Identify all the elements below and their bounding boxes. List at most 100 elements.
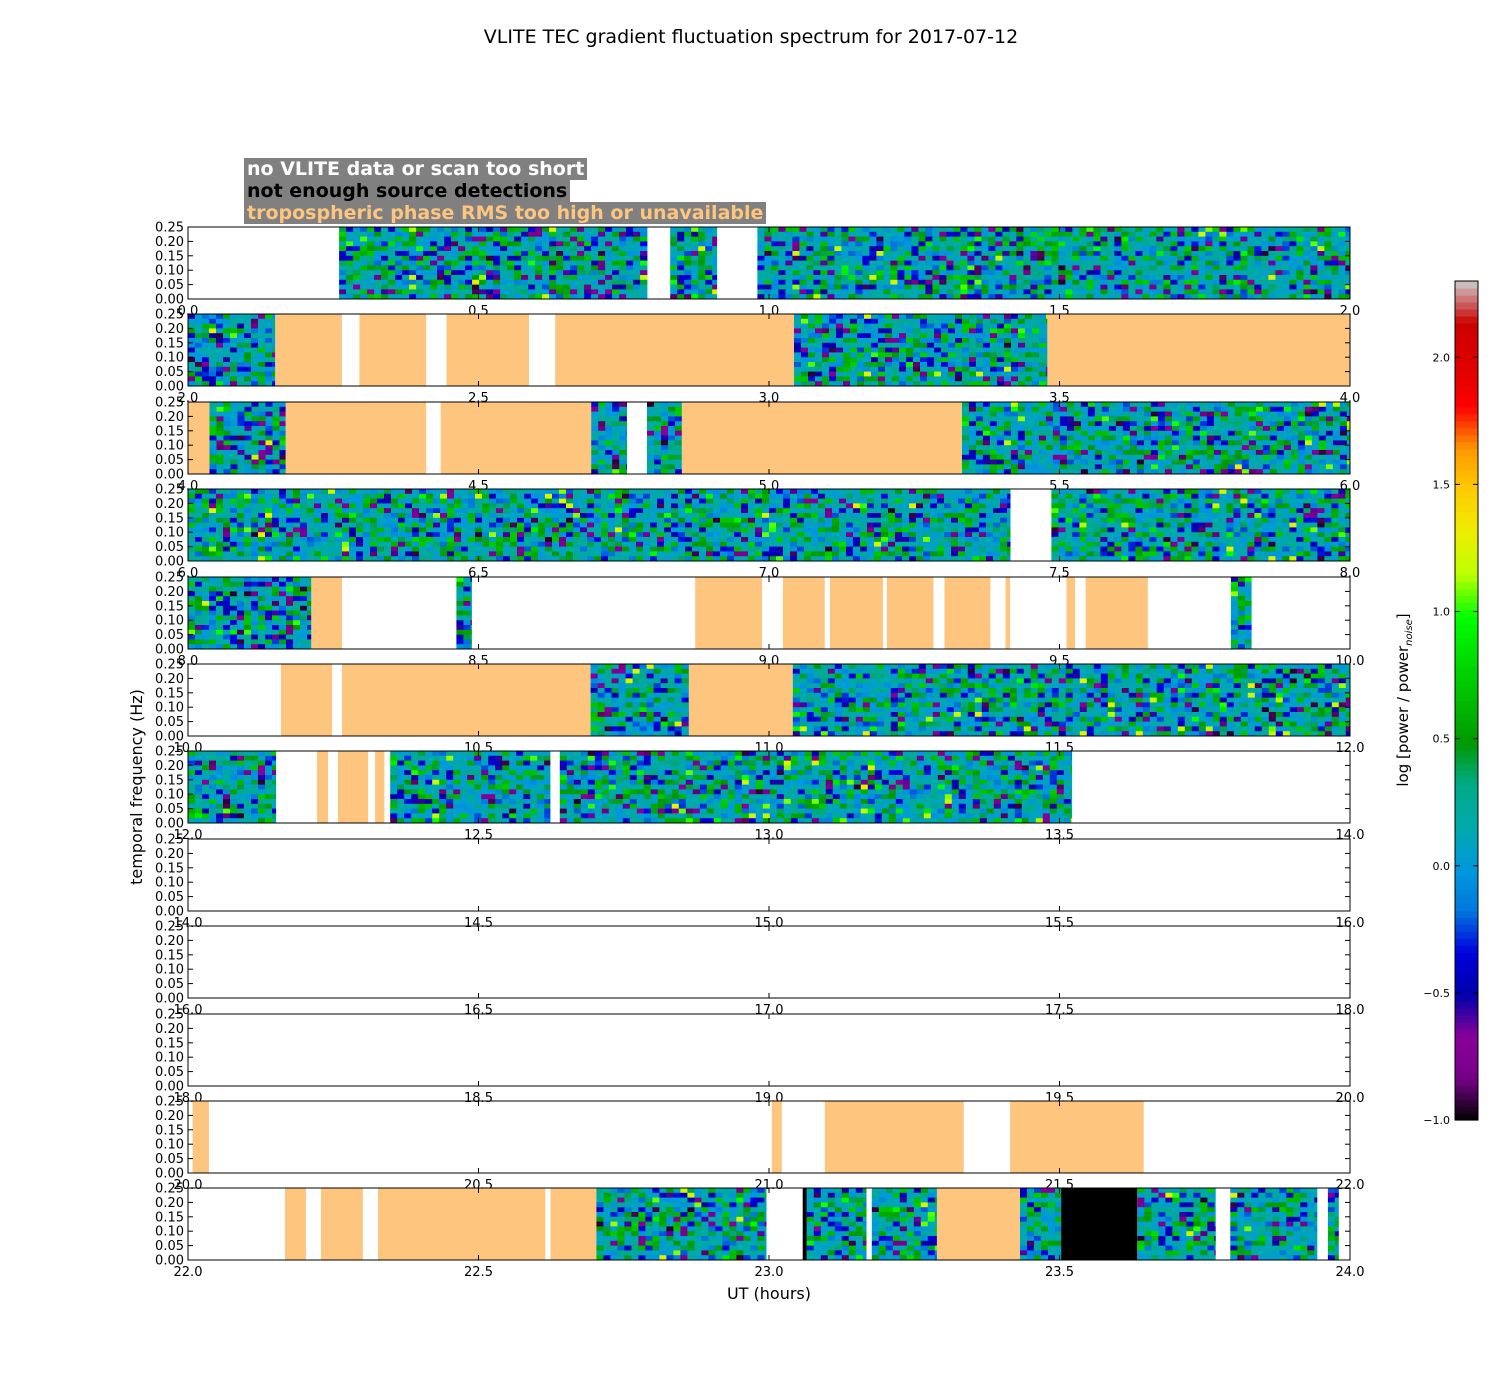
y-tick-label: 0.20 — [155, 410, 184, 425]
y-tick-label: 0.15 — [155, 249, 184, 264]
y-tick-label: 0.20 — [155, 759, 184, 774]
spectrum-segment — [1051, 489, 1350, 561]
colorbar-swatch — [1455, 1113, 1478, 1121]
colorbar-swatch — [1455, 364, 1478, 373]
colorbar-swatch — [1455, 735, 1478, 744]
colorbar-swatch — [1455, 609, 1478, 618]
colorbar-swatch — [1455, 553, 1478, 562]
x-tick-label: 23.0 — [755, 1265, 784, 1280]
colorbar-swatch — [1455, 938, 1478, 946]
spectrum-segment — [1230, 577, 1252, 649]
colorbar-swatch — [1455, 693, 1478, 702]
y-tick-label: 0.00 — [155, 905, 184, 920]
colorbar-swatch — [1455, 665, 1478, 674]
y-tick-label: 0.10 — [155, 788, 184, 803]
y-tick-label: 0.25 — [155, 221, 184, 236]
spectrum-segment — [670, 227, 718, 299]
colorbar-swatch — [1455, 420, 1478, 429]
trop-rms-flag-block — [375, 751, 385, 823]
colorbar-swatch — [1455, 1057, 1478, 1065]
colorbar-swatch — [1455, 294, 1478, 303]
colorbar-swatch — [1455, 581, 1478, 590]
colorbar-swatch — [1455, 441, 1478, 450]
colorbar-swatch — [1455, 322, 1478, 331]
colorbar-tick-label: 1.5 — [1433, 478, 1451, 491]
panel-5: 0.000.050.100.150.200.258.0 8.5 9.0 9.5 10.0 — [155, 571, 1364, 670]
colorbar-swatch — [1455, 651, 1478, 660]
spectrum-segment — [1230, 1188, 1318, 1260]
colorbar-swatch — [1455, 644, 1478, 653]
y-tick-label: 0.15 — [155, 1123, 184, 1138]
x-tick-label: 14.0 — [174, 916, 203, 931]
y-tick-label: 0.25 — [155, 1182, 184, 1197]
spectrum-segment — [188, 489, 1011, 561]
trop-rms-flag-block — [359, 314, 427, 386]
spectrum-segment — [339, 227, 648, 299]
colorbar-swatch — [1455, 504, 1478, 513]
legend-no-detections: not enough source detections — [244, 180, 571, 202]
trop-rms-flag-block — [281, 664, 333, 736]
spectrum-segment — [590, 664, 690, 736]
spectrum-segment — [794, 314, 1048, 386]
y-tick-label: 0.10 — [155, 439, 184, 454]
y-tick-label: 0.10 — [155, 963, 184, 978]
colorbar-swatch — [1455, 357, 1478, 366]
colorbar-swatch — [1455, 777, 1478, 785]
colorbar-swatch — [1455, 595, 1478, 604]
trop-rms-flag-block — [285, 1188, 306, 1260]
trop-rms-flag-block — [824, 1101, 964, 1173]
y-tick-label: 0.25 — [155, 920, 184, 935]
trop-rms-flag-block — [944, 577, 991, 649]
x-tick-label: 14.5 — [464, 916, 493, 931]
colorbar-swatch — [1455, 1050, 1478, 1058]
trop-rms-flag-block — [337, 751, 369, 823]
colorbar-swatch — [1455, 287, 1478, 296]
x-tick-label: 12.0 — [1336, 741, 1365, 756]
colorbar-swatch — [1455, 826, 1478, 834]
colorbar-swatch — [1455, 889, 1478, 897]
colorbar-swatch — [1455, 399, 1478, 408]
y-tick-label: 0.25 — [155, 396, 184, 411]
panel-frame — [187, 925, 1351, 999]
colorbar-tick-label: 2.0 — [1433, 351, 1451, 364]
y-tick-label: 0.20 — [155, 847, 184, 862]
y-tick-label: 0.15 — [155, 1210, 184, 1225]
y-tick-label: 0.05 — [155, 715, 184, 730]
spectrum-segment — [1137, 1188, 1216, 1260]
colorbar-swatch — [1455, 462, 1478, 471]
colorbar-swatch — [1455, 686, 1478, 695]
trop-rms-flag-block — [311, 577, 342, 649]
y-tick-label: 0.25 — [155, 833, 184, 848]
trop-rms-flag-block — [285, 402, 427, 474]
y-tick-label: 0.10 — [155, 614, 184, 629]
spectrum-segment — [806, 1188, 867, 1260]
y-tick-label: 0.25 — [155, 483, 184, 498]
y-tick-label: 0.20 — [155, 1196, 184, 1211]
x-tick-label: 18.5 — [464, 1091, 493, 1106]
x-tick-label: 20.0 — [174, 1178, 203, 1193]
colorbar-swatch — [1455, 812, 1478, 820]
y-tick-label: 0.05 — [155, 802, 184, 817]
colorbar-tick-label: −1.0 — [1423, 1114, 1450, 1127]
y-tick-label: 0.00 — [155, 1167, 184, 1182]
y-tick-label: 0.05 — [155, 1152, 184, 1167]
y-tick-label: 0.25 — [155, 571, 184, 586]
colorbar-swatch — [1455, 714, 1478, 723]
colorbar-swatch — [1455, 371, 1478, 380]
colorbar-swatch — [1455, 994, 1478, 1002]
colorbar-swatch — [1455, 1085, 1478, 1093]
y-tick-label: 0.05 — [155, 890, 184, 905]
y-tick-label: 0.10 — [155, 264, 184, 279]
y-tick-label: 0.15 — [155, 773, 184, 788]
colorbar-swatch — [1455, 469, 1478, 478]
panel-2: 0.000.050.100.150.200.252.0 2.5 3.0 3.5 4.0 — [155, 308, 1360, 407]
colorbar-swatch — [1455, 896, 1478, 904]
trop-rms-flag-block — [192, 1101, 209, 1173]
y-tick-label: 0.20 — [155, 497, 184, 512]
colorbar-swatch — [1455, 770, 1478, 779]
y-tick-label: 0.00 — [155, 555, 184, 570]
